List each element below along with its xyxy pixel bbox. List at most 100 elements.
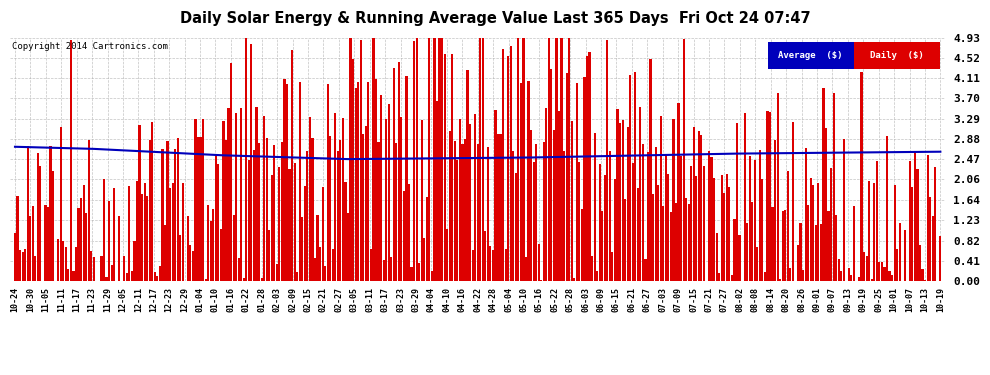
Bar bbox=[52, 171, 54, 281]
Bar bbox=[815, 225, 817, 281]
Bar bbox=[70, 40, 72, 281]
Bar bbox=[497, 134, 499, 281]
Bar bbox=[789, 268, 791, 281]
Bar bbox=[672, 119, 674, 281]
Bar bbox=[458, 119, 461, 281]
Bar bbox=[617, 109, 619, 281]
Bar bbox=[649, 59, 651, 281]
Bar bbox=[471, 249, 473, 281]
Bar bbox=[421, 120, 423, 281]
Bar bbox=[281, 142, 283, 281]
Bar bbox=[852, 207, 855, 281]
Bar bbox=[408, 184, 410, 281]
Bar bbox=[93, 257, 95, 281]
Text: Daily Solar Energy & Running Average Value Last 365 Days  Fri Oct 24 07:47: Daily Solar Energy & Running Average Val… bbox=[180, 11, 810, 26]
Bar bbox=[847, 268, 850, 281]
Bar bbox=[774, 140, 776, 281]
Bar bbox=[329, 136, 332, 281]
Bar bbox=[507, 56, 509, 281]
Bar bbox=[370, 249, 372, 281]
Bar bbox=[695, 176, 697, 281]
Bar bbox=[487, 147, 489, 281]
Bar bbox=[878, 261, 880, 281]
Bar bbox=[265, 138, 267, 281]
Bar bbox=[345, 182, 346, 281]
Bar bbox=[367, 82, 369, 281]
Bar bbox=[14, 233, 16, 281]
Bar bbox=[863, 252, 865, 281]
Bar bbox=[413, 42, 415, 281]
Bar bbox=[466, 70, 468, 281]
Bar bbox=[192, 251, 194, 281]
Bar bbox=[258, 143, 260, 281]
Bar bbox=[252, 150, 255, 281]
Bar bbox=[476, 144, 479, 281]
Bar bbox=[434, 38, 436, 281]
Bar bbox=[29, 216, 32, 281]
Bar bbox=[35, 256, 37, 281]
Bar bbox=[406, 76, 408, 281]
Bar bbox=[123, 256, 126, 281]
Bar bbox=[761, 179, 763, 281]
Bar bbox=[388, 104, 390, 281]
Bar bbox=[45, 205, 47, 281]
Bar bbox=[276, 264, 278, 281]
Bar bbox=[500, 134, 502, 281]
Bar bbox=[85, 213, 87, 281]
Bar bbox=[118, 216, 121, 281]
Bar bbox=[197, 136, 199, 281]
Bar bbox=[596, 271, 598, 281]
Bar bbox=[88, 140, 90, 281]
Bar bbox=[210, 220, 212, 281]
Bar bbox=[868, 181, 870, 281]
Bar bbox=[909, 161, 911, 281]
Bar bbox=[327, 84, 329, 281]
Bar bbox=[635, 72, 637, 281]
Bar bbox=[734, 219, 736, 281]
Bar bbox=[126, 273, 128, 281]
Bar bbox=[688, 204, 690, 281]
Bar bbox=[322, 187, 324, 281]
Bar bbox=[47, 207, 50, 281]
Bar bbox=[530, 130, 533, 281]
Bar bbox=[588, 52, 591, 281]
Bar bbox=[782, 211, 784, 281]
Bar bbox=[418, 264, 421, 281]
Bar bbox=[924, 280, 927, 281]
Bar bbox=[739, 236, 741, 281]
Bar bbox=[779, 279, 781, 281]
Bar bbox=[37, 153, 39, 281]
Bar bbox=[268, 230, 270, 281]
Bar bbox=[291, 50, 293, 281]
Bar bbox=[873, 183, 875, 281]
Bar bbox=[105, 277, 108, 281]
Bar bbox=[823, 88, 825, 281]
Bar bbox=[362, 134, 364, 281]
Bar bbox=[805, 148, 807, 281]
Bar bbox=[550, 69, 552, 281]
Bar bbox=[899, 223, 901, 281]
Bar bbox=[429, 38, 431, 281]
Bar bbox=[820, 224, 822, 281]
Bar bbox=[131, 270, 133, 281]
Bar bbox=[319, 247, 321, 281]
Bar bbox=[194, 118, 197, 281]
Bar bbox=[200, 137, 202, 281]
Bar bbox=[411, 267, 413, 281]
Bar bbox=[169, 188, 171, 281]
Bar bbox=[583, 77, 585, 281]
Bar bbox=[441, 38, 444, 281]
Bar bbox=[337, 151, 339, 281]
Bar bbox=[670, 211, 672, 281]
Bar bbox=[797, 245, 799, 281]
Bar bbox=[751, 202, 753, 281]
Bar bbox=[464, 139, 466, 281]
Bar bbox=[103, 178, 105, 281]
Bar bbox=[286, 84, 288, 281]
Bar bbox=[456, 160, 458, 281]
Bar bbox=[342, 117, 344, 281]
Bar bbox=[377, 141, 379, 281]
Bar bbox=[769, 112, 771, 281]
Bar bbox=[800, 223, 802, 281]
Bar bbox=[729, 188, 731, 281]
